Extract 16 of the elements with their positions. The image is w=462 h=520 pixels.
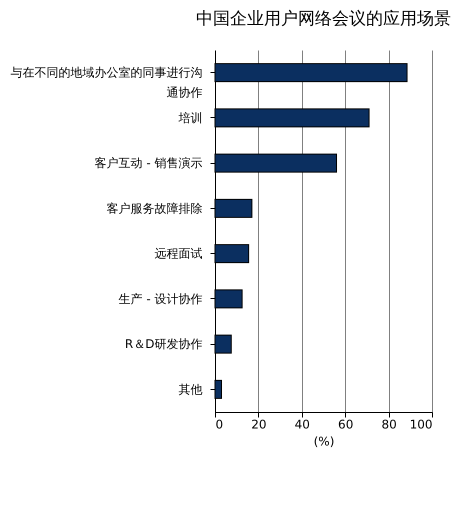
- y-tick-label: 客户互动 - 销售演示: [94, 156, 202, 170]
- x-tick-label: 20: [251, 418, 267, 432]
- y-tick-label: 客户服务故障排除: [106, 201, 202, 216]
- y-tick-label: R＆D研发协作: [124, 337, 202, 352]
- y-tick-label: 生产 - 设计协作: [118, 292, 202, 306]
- y-tick-label: 远程面试: [154, 246, 202, 261]
- y-tick-label: 与在不同的地域办公室的同事进行沟通协作: [10, 66, 202, 100]
- x-axis-title: (%): [314, 434, 334, 448]
- y-tick-label: 其他: [178, 382, 202, 396]
- x-tick-label: 80: [381, 418, 397, 432]
- x-tick-label: 60: [338, 418, 354, 432]
- chart-title: 中国企业用户网络会议的应用场景: [196, 9, 451, 29]
- y-tick-label: 培训: [178, 110, 202, 125]
- x-tick-label: 0: [216, 418, 224, 432]
- x-tick-label: 100: [410, 418, 432, 432]
- x-tick-label: 40: [294, 418, 310, 432]
